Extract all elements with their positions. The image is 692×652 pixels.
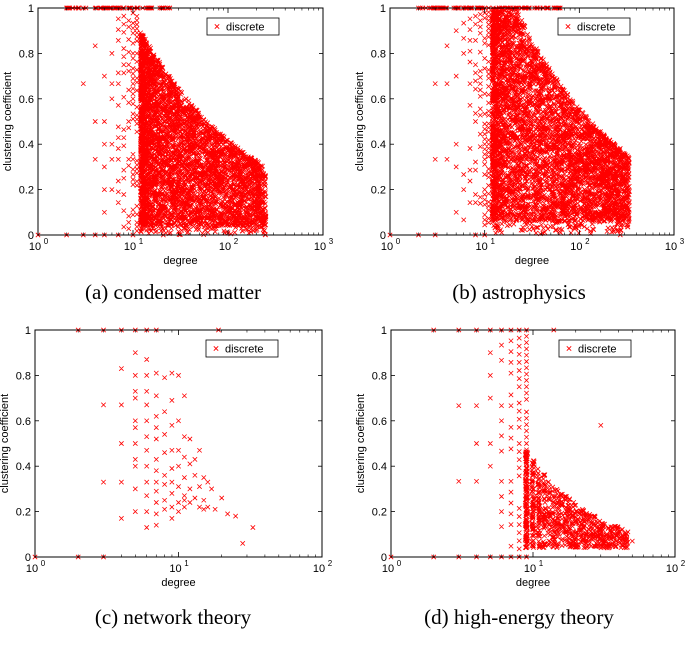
x-axis-label: degree bbox=[515, 255, 549, 267]
legend-label: discrete bbox=[225, 344, 264, 356]
legend-marker bbox=[565, 23, 571, 30]
y-tick-label: 0.2 bbox=[372, 507, 387, 519]
x-tick-label: 10 bbox=[665, 241, 677, 253]
points-c bbox=[32, 327, 256, 560]
y-tick-label: 0.6 bbox=[372, 416, 387, 428]
x-tick-exponent: 2 bbox=[585, 237, 590, 246]
y-tick-label: 0.8 bbox=[16, 370, 31, 382]
y-tick-label: 0 bbox=[28, 230, 34, 242]
x-tick-exponent: 1 bbox=[539, 559, 544, 568]
x-tick-exponent: 2 bbox=[234, 237, 239, 246]
y-tick-label: 0.4 bbox=[19, 139, 34, 151]
x-tick-label: 10 bbox=[524, 563, 536, 575]
x-tick-exponent: 1 bbox=[490, 237, 495, 246]
chart-panel-c: 0 0.2 0.4 0.6 0.8 1 10 0 10 1 10 2 degree clustering … bbox=[0, 326, 346, 652]
data-point bbox=[35, 5, 269, 238]
points-b bbox=[387, 5, 632, 238]
y-tick-label: 0.8 bbox=[19, 48, 34, 60]
chart-panel-d: 0 0.2 0.4 0.6 0.8 1 10 0 10 1 10 2 degree clustering … bbox=[346, 326, 692, 652]
y-axis-label: clustering coefficient bbox=[2, 72, 14, 171]
x-tick-label: 10 bbox=[313, 563, 325, 575]
y-tick-label: 1 bbox=[381, 326, 387, 337]
legend-marker bbox=[213, 345, 219, 352]
y-tick-label: 0.6 bbox=[371, 94, 386, 106]
chart-panel-a: 0 0.2 0.4 0.6 0.8 1 10 0 10 1 10 2 10 3 degree clusteri… bbox=[0, 0, 346, 326]
y-axis-label: clustering coefficient bbox=[354, 72, 366, 171]
x-tick-exponent: 1 bbox=[184, 559, 189, 568]
x-tick-label: 10 bbox=[382, 563, 394, 575]
y-tick-label: 0.4 bbox=[371, 139, 386, 151]
x-tick-label: 10 bbox=[570, 241, 582, 253]
y-tick-label: 0 bbox=[25, 552, 31, 564]
x-tick-label: 10 bbox=[666, 563, 678, 575]
data-point bbox=[388, 327, 635, 560]
y-tick-label: 0.2 bbox=[16, 507, 31, 519]
x-tick-exponent: 2 bbox=[328, 559, 333, 568]
x-tick-label: 10 bbox=[314, 241, 326, 253]
legend-marker bbox=[214, 23, 220, 30]
y-tick-label: 0.6 bbox=[19, 94, 34, 106]
y-tick-label: 0 bbox=[380, 230, 386, 242]
y-axis-label: clustering coefficient bbox=[355, 394, 367, 493]
x-tick-label: 10 bbox=[169, 563, 181, 575]
y-tick-label: 0.4 bbox=[372, 461, 387, 473]
legend-marker bbox=[566, 345, 572, 352]
x-tick-exponent: 0 bbox=[44, 237, 49, 246]
y-tick-label: 1 bbox=[28, 3, 34, 15]
caption-c: (c) network theory bbox=[94, 605, 252, 629]
y-tick-label: 1 bbox=[380, 3, 386, 15]
legend-label: discrete bbox=[577, 22, 616, 34]
caption-b: (b) astrophysics bbox=[452, 280, 586, 304]
y-tick-label: 0.2 bbox=[371, 185, 386, 197]
caption-d: (d) high-energy theory bbox=[424, 605, 614, 629]
data-point bbox=[32, 327, 256, 560]
points-a bbox=[35, 5, 269, 238]
x-tick-exponent: 0 bbox=[41, 559, 46, 568]
x-axis-label: degree bbox=[163, 255, 197, 267]
x-tick-exponent: 0 bbox=[396, 237, 401, 246]
x-tick-label: 10 bbox=[124, 241, 136, 253]
x-tick-label: 10 bbox=[219, 241, 231, 253]
y-tick-label: 0.2 bbox=[19, 185, 34, 197]
legend-label: discrete bbox=[226, 22, 265, 34]
x-tick-exponent: 1 bbox=[139, 237, 144, 246]
y-tick-label: 0.8 bbox=[372, 370, 387, 382]
x-tick-label: 10 bbox=[476, 241, 488, 253]
legend: discrete bbox=[205, 339, 279, 358]
x-tick-label: 10 bbox=[29, 241, 41, 253]
y-tick-label: 0.8 bbox=[371, 48, 386, 60]
axes-frame bbox=[389, 7, 675, 236]
legend: discrete bbox=[557, 17, 631, 36]
legend-label: discrete bbox=[578, 344, 617, 356]
data-point bbox=[387, 5, 632, 238]
axes-frame bbox=[37, 7, 324, 236]
x-axis-label: degree bbox=[161, 577, 195, 589]
legend: discrete bbox=[206, 17, 280, 36]
y-tick-label: 0.6 bbox=[16, 416, 31, 428]
x-tick-exponent: 3 bbox=[329, 237, 334, 246]
caption-a: (a) condensed matter bbox=[84, 280, 262, 304]
legend: discrete bbox=[558, 339, 632, 358]
y-tick-label: 0.4 bbox=[16, 461, 31, 473]
y-tick-label: 1 bbox=[25, 326, 31, 337]
x-axis-label: degree bbox=[516, 577, 550, 589]
y-tick-label: 0 bbox=[381, 552, 387, 564]
axes-frame bbox=[34, 329, 323, 558]
y-axis-label: clustering coefficient bbox=[0, 394, 11, 493]
x-tick-label: 10 bbox=[381, 241, 393, 253]
x-tick-exponent: 0 bbox=[397, 559, 402, 568]
points-d bbox=[388, 327, 635, 560]
x-tick-exponent: 2 bbox=[681, 559, 686, 568]
x-tick-exponent: 3 bbox=[680, 237, 685, 246]
x-tick-label: 10 bbox=[26, 563, 38, 575]
chart-panel-b: 0 0.2 0.4 0.6 0.8 1 10 0 10 1 10 2 10 3 degree clusteri… bbox=[346, 0, 692, 326]
